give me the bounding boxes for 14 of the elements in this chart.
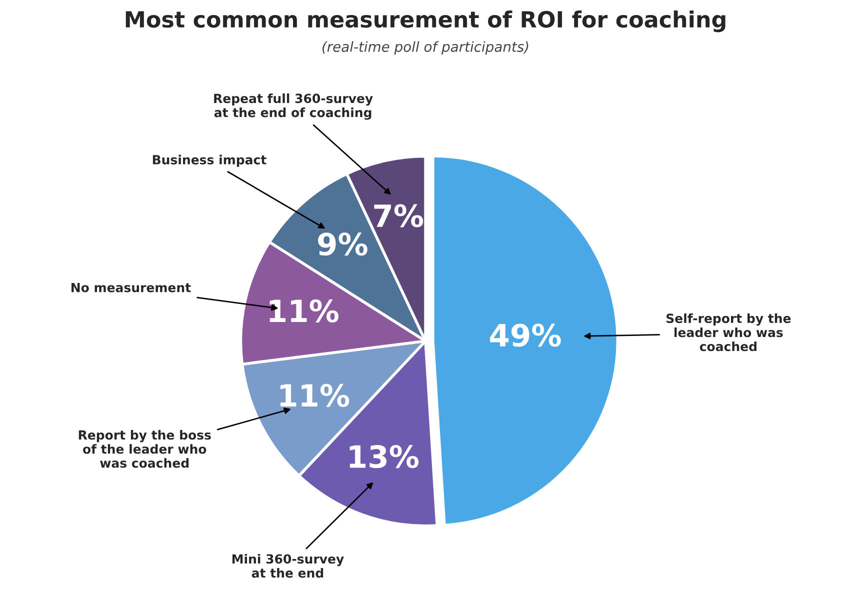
chart-subtitle: (real-time poll of participants) — [322, 41, 528, 55]
slice-label: Self-report by the leader who was coached — [666, 313, 791, 352]
slice-label: Mini 360-survey at the end — [232, 554, 344, 578]
data-label: 13% — [350, 445, 419, 468]
data-label: 7% — [374, 204, 424, 228]
data-label: 11% — [280, 384, 350, 407]
data-label: 49% — [490, 324, 561, 347]
slice-label: Repeat full 360-survey at the end of coaching — [214, 93, 373, 120]
slice-label: Report by the boss of the leader who was coached — [78, 430, 211, 468]
data-label: 9% — [318, 232, 368, 256]
data-label: 11% — [270, 299, 338, 322]
slice-label: No measurement — [72, 282, 191, 292]
chart-title: Most common measurement of ROI for coaching — [126, 10, 726, 32]
slice-label: Business impact — [152, 154, 266, 167]
